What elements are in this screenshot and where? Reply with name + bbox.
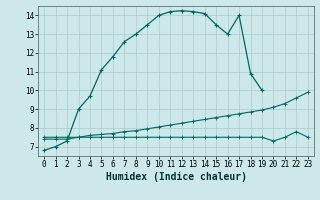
X-axis label: Humidex (Indice chaleur): Humidex (Indice chaleur) [106, 172, 246, 182]
